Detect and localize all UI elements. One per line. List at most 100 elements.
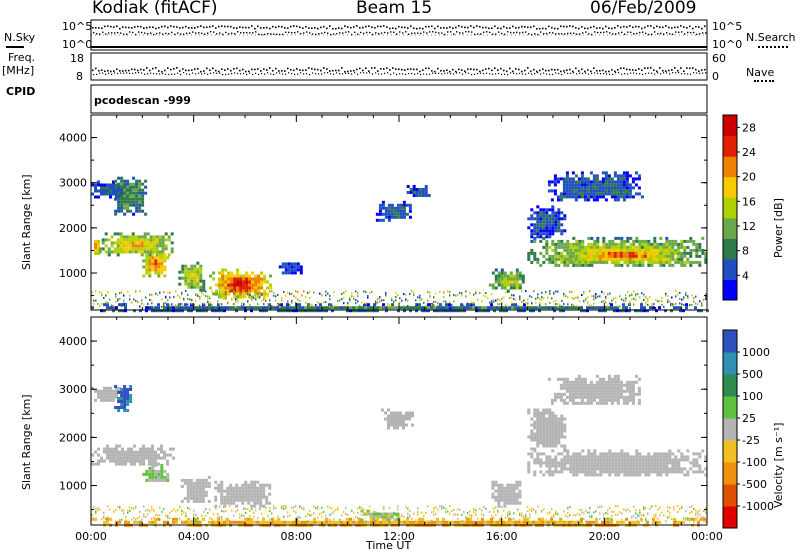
range-cell <box>364 303 367 307</box>
range-cell <box>493 306 496 310</box>
range-cell <box>553 309 556 313</box>
range-cell <box>242 280 246 284</box>
range-cell <box>393 420 396 424</box>
range-cell <box>322 306 325 310</box>
nave-point <box>138 72 140 74</box>
nsky-point <box>464 26 466 29</box>
colorbar-segment <box>723 217 737 239</box>
range-cell <box>110 235 114 239</box>
range-cell <box>235 498 239 502</box>
scatter-point <box>561 305 563 308</box>
range-cell <box>589 401 593 405</box>
range-cell <box>97 183 100 187</box>
range-cell <box>154 306 157 310</box>
scatter-point <box>683 304 685 306</box>
range-cell <box>117 200 121 204</box>
range-cell <box>511 306 514 310</box>
range-cell <box>655 260 659 264</box>
range-cell <box>704 467 708 471</box>
nsearch-point <box>93 31 95 34</box>
range-cell <box>500 492 504 496</box>
range-cell <box>619 195 623 199</box>
range-cell <box>632 242 636 246</box>
range-cell <box>325 309 328 313</box>
nsky-point <box>458 25 460 27</box>
range-cell <box>626 461 630 465</box>
range-cell <box>632 470 636 474</box>
nsearch-point <box>345 31 347 33</box>
range-cell <box>106 398 109 402</box>
range-cell <box>629 455 633 459</box>
range-cell <box>580 395 584 399</box>
range-cell <box>141 209 145 213</box>
range-cell <box>602 239 606 243</box>
scatter-point <box>339 299 341 302</box>
range-cell <box>247 495 251 499</box>
nsearch-point <box>705 32 707 34</box>
range-cell <box>610 392 614 396</box>
range-cell <box>593 260 597 264</box>
range-cell <box>632 473 636 477</box>
range-cell <box>120 400 124 403</box>
nsearch-point <box>315 33 317 36</box>
nsky-point <box>644 26 646 29</box>
range-cell <box>187 285 191 289</box>
freq-point <box>332 69 334 72</box>
scatter-point <box>603 292 605 295</box>
range-cell <box>112 306 115 310</box>
range-cell <box>589 306 592 310</box>
range-cell <box>649 257 653 261</box>
range-cell <box>259 309 262 313</box>
range-cell <box>117 176 121 180</box>
range-cell <box>439 309 442 313</box>
freq-point <box>197 67 199 70</box>
range-cell <box>175 520 178 524</box>
range-cell <box>620 236 624 240</box>
freq-point <box>377 70 379 72</box>
range-cell <box>189 481 193 485</box>
scatter-point <box>165 302 167 305</box>
range-cell <box>322 309 325 313</box>
range-cell <box>670 309 673 313</box>
range-cell <box>132 185 136 189</box>
range-cell <box>199 279 203 283</box>
scatter-point <box>541 291 543 294</box>
range-cell <box>542 260 546 264</box>
range-cell <box>610 395 614 399</box>
range-cell <box>396 414 399 418</box>
range-cell <box>533 411 537 415</box>
range-cell <box>595 374 599 378</box>
range-cell <box>214 520 217 524</box>
range-cell <box>142 444 145 448</box>
range-cell <box>114 385 118 388</box>
nave-point <box>678 72 680 74</box>
scatter-point <box>519 299 521 301</box>
range-cell <box>604 306 607 310</box>
range-cell <box>677 461 681 465</box>
range-cell <box>560 254 564 258</box>
range-cell <box>536 411 540 415</box>
nave-point <box>438 72 440 74</box>
range-cell <box>565 186 569 190</box>
range-cell <box>671 254 675 258</box>
range-cell <box>167 253 171 257</box>
range-cell <box>164 238 168 242</box>
freq-point <box>323 67 325 69</box>
range-cell <box>358 306 361 310</box>
range-cell <box>154 256 158 260</box>
nave-point <box>489 73 491 75</box>
scatter-point <box>675 302 677 305</box>
range-cell <box>671 464 675 468</box>
freq-point <box>119 70 121 72</box>
range-cell <box>560 239 564 243</box>
range-cell <box>160 265 164 269</box>
freq-point <box>308 67 310 69</box>
range-cell <box>241 489 245 493</box>
freq-point <box>593 67 595 69</box>
range-cell <box>123 403 127 406</box>
range-cell <box>671 263 675 267</box>
range-cell <box>116 244 120 248</box>
range-cell <box>601 254 605 258</box>
range-cell <box>370 309 373 313</box>
range-cell <box>565 174 569 178</box>
